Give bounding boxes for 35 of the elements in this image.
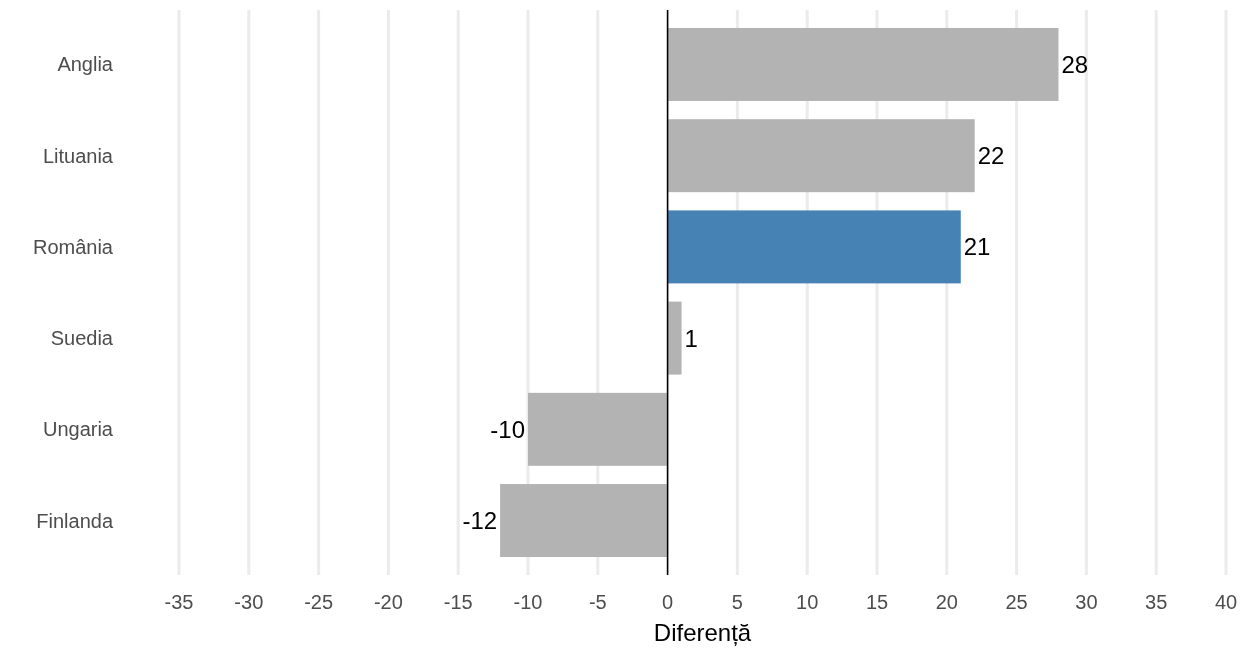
bar: [667, 210, 961, 284]
y-tick-label: Anglia: [57, 53, 114, 76]
x-tick-label: 25: [1005, 591, 1028, 613]
x-tick-label: -10: [513, 591, 543, 613]
y-tick-label: România: [32, 235, 114, 258]
x-tick-label: -35: [164, 591, 194, 613]
bar: [667, 119, 975, 193]
bar: [528, 392, 668, 466]
bar: [667, 301, 682, 375]
x-tick-label: 15: [865, 591, 889, 613]
x-tick-label: 40: [1214, 591, 1238, 613]
x-axis-title: Diferență: [653, 619, 752, 646]
x-tick-label: 10: [796, 591, 819, 613]
data-label: 28: [1061, 50, 1089, 78]
x-tick-label: 5: [731, 591, 743, 613]
y-tick-label: Finlanda: [36, 509, 114, 532]
bar: [667, 27, 1059, 101]
x-tick-label: 20: [935, 591, 958, 613]
data-label: 1: [684, 324, 698, 352]
y-tick-label: Lituania: [42, 144, 114, 167]
data-label: -12: [462, 506, 498, 534]
x-tick-label: 30: [1075, 591, 1098, 613]
x-tick-label: 35: [1145, 591, 1168, 613]
x-tick-label: -25: [304, 591, 334, 613]
data-label: 21: [963, 233, 991, 261]
y-tick-label: Suedia: [50, 327, 114, 350]
x-tick-label: -5: [588, 591, 607, 613]
x-tick-label: -20: [373, 591, 403, 613]
bar: [500, 484, 668, 558]
y-tick-label: Ungaria: [42, 418, 114, 441]
data-label: -10: [490, 415, 525, 443]
x-tick-label: -15: [443, 591, 473, 613]
data-label: 22: [977, 142, 1005, 170]
x-tick-label: -30: [234, 591, 264, 613]
x-tick-label: 0: [662, 591, 674, 613]
